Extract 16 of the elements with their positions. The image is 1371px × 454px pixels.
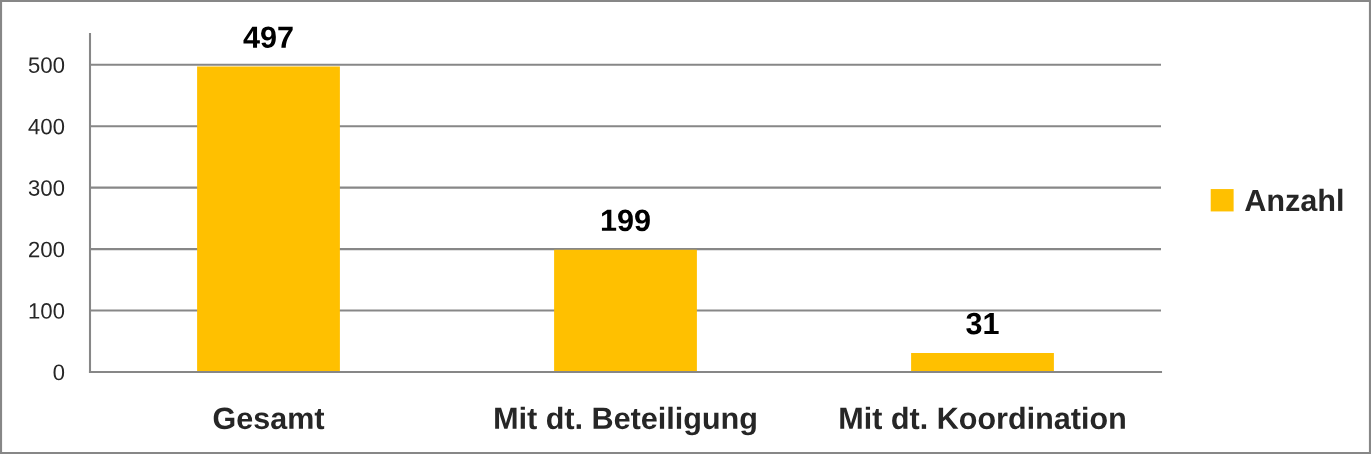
y-tick-label: 100 xyxy=(29,303,65,319)
y-tick-label: 500 xyxy=(28,57,65,73)
y-tick-label: 0 xyxy=(53,364,65,381)
data-label: 199 xyxy=(601,209,650,232)
y-tick-label: 200 xyxy=(29,241,65,258)
legend-label: Anzahl xyxy=(1245,188,1343,212)
y-tick-label: 400 xyxy=(28,118,65,135)
bar xyxy=(554,249,697,372)
y-tick-label: 300 xyxy=(28,180,65,196)
data-label: 31 xyxy=(966,312,999,335)
x-tick-label: Gesamt xyxy=(213,407,325,430)
x-tick-label: Mit dt. Beteiligung xyxy=(495,406,756,436)
data-label: 497 xyxy=(243,26,293,49)
bar xyxy=(911,352,1054,372)
bar xyxy=(197,66,340,372)
x-tick-label: Mit dt. Koordination xyxy=(840,406,1125,430)
